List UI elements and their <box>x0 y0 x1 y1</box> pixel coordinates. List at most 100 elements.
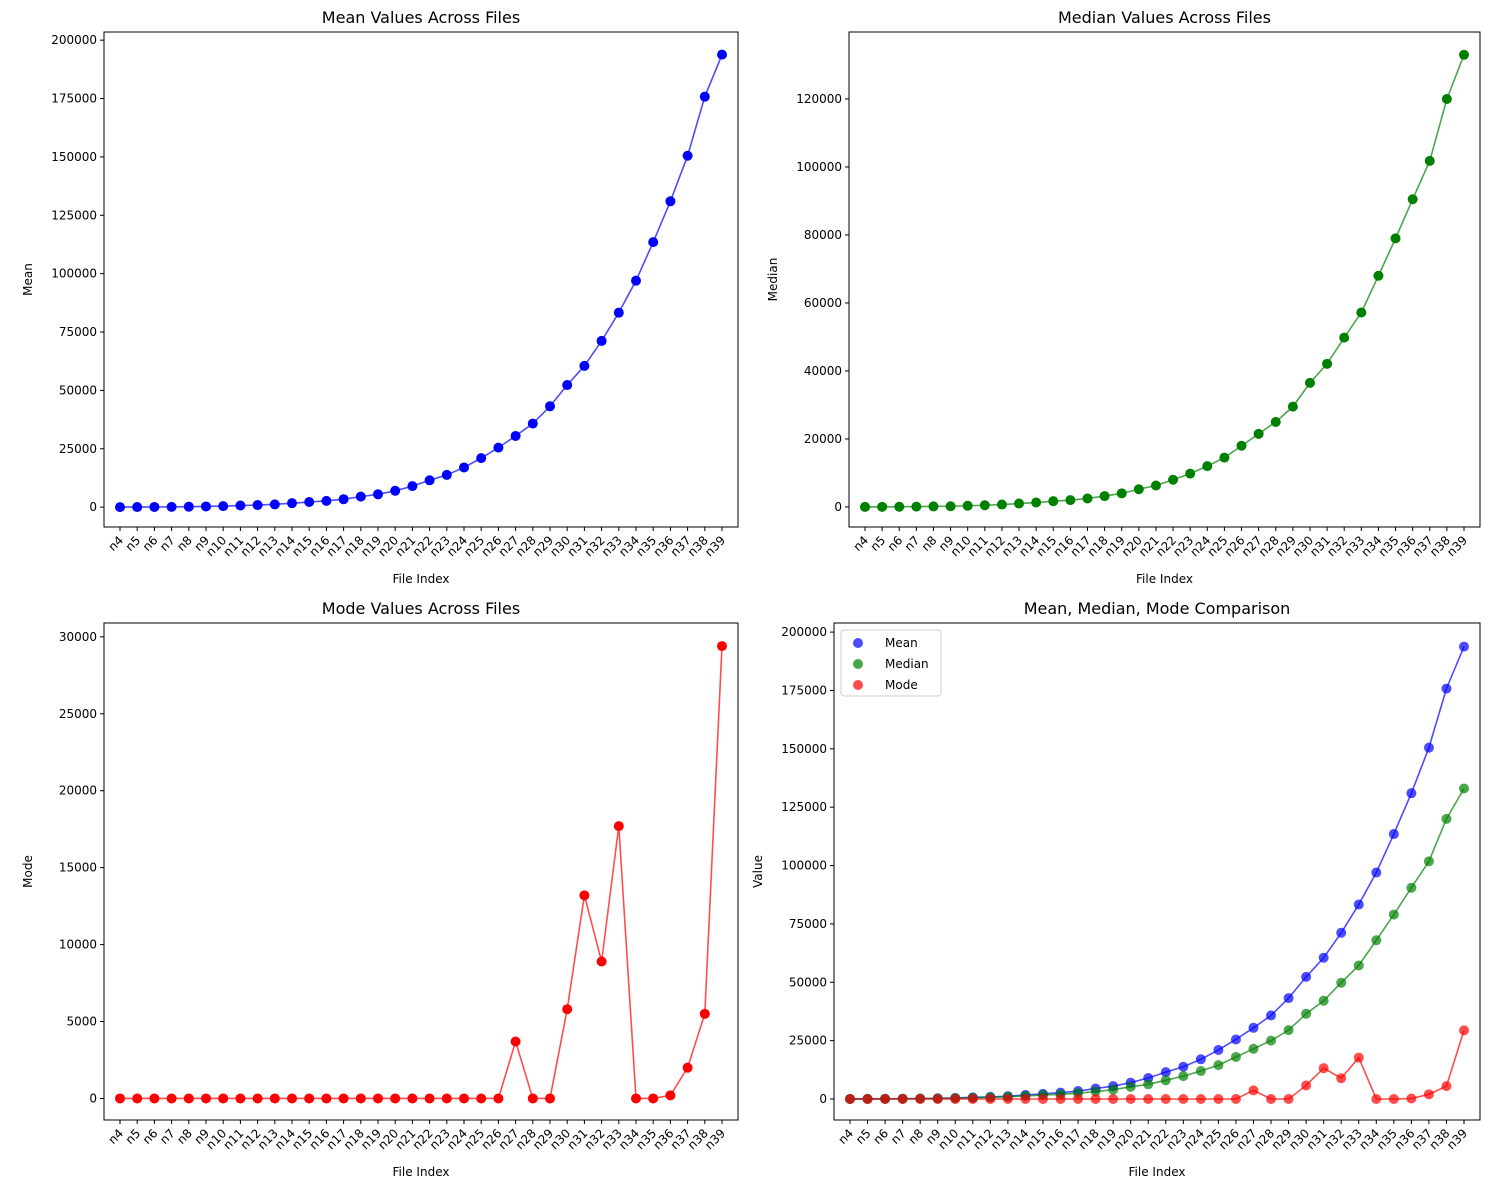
y-tick-label: 60000 <box>804 296 842 310</box>
data-point <box>1371 1093 1382 1104</box>
data-point <box>476 1093 487 1104</box>
data-point <box>1253 428 1264 439</box>
axes-frame <box>103 622 739 1121</box>
data-point <box>1143 1079 1154 1090</box>
x-tick-label: n39 <box>702 1126 728 1152</box>
data-point <box>1301 971 1312 982</box>
data-point <box>1371 867 1382 878</box>
data-point <box>631 1093 641 1104</box>
y-tick-label: 100000 <box>796 160 842 174</box>
data-point <box>459 462 469 473</box>
data-point <box>1168 474 1179 485</box>
data-point <box>1301 1080 1312 1091</box>
y-tick-label: 80000 <box>804 228 842 242</box>
data-point <box>269 499 280 510</box>
data-point <box>1301 1008 1312 1019</box>
y-tick-label: 175000 <box>781 683 827 697</box>
data-point <box>115 502 125 513</box>
y-tick-label: 0 <box>89 500 97 514</box>
data-point <box>1248 1085 1259 1096</box>
legend-label: Median <box>885 657 929 671</box>
y-axis-label: Median <box>766 258 780 302</box>
data-point <box>1407 194 1418 205</box>
data-point <box>166 501 177 512</box>
data-point <box>1423 742 1434 753</box>
data-point <box>1287 401 1298 412</box>
data-point <box>967 1093 978 1104</box>
data-point <box>1160 1067 1171 1078</box>
data-point <box>579 890 590 901</box>
data-line <box>864 54 1465 508</box>
data-point <box>1160 1075 1171 1086</box>
data-point <box>613 821 624 832</box>
axes-frame <box>103 31 739 528</box>
data-point <box>596 335 607 346</box>
data-point <box>1266 1035 1277 1046</box>
y-tick-label: 0 <box>834 500 842 514</box>
data-point <box>1270 416 1281 427</box>
data-point <box>527 1093 538 1104</box>
data-point <box>1020 1093 1031 1104</box>
data-point <box>1266 1093 1277 1104</box>
data-point <box>1031 497 1042 508</box>
data-point <box>897 1093 908 1104</box>
data-point <box>950 1093 961 1104</box>
data-point <box>218 501 229 512</box>
data-point <box>1178 1093 1189 1104</box>
data-point <box>1160 1093 1171 1104</box>
data-point <box>1406 882 1417 893</box>
data-point <box>132 502 143 513</box>
data-point <box>235 500 246 511</box>
data-point <box>1248 1022 1259 1033</box>
chart-title: Mode Values Across Files <box>322 599 520 618</box>
data-point <box>1283 993 1294 1004</box>
data-point <box>699 91 710 102</box>
data-point <box>1178 1061 1189 1072</box>
data-point <box>269 1093 280 1104</box>
y-tick-label: 75000 <box>789 917 827 931</box>
y-tick-label: 20000 <box>59 784 97 798</box>
data-point <box>1304 377 1315 388</box>
data-point <box>183 501 194 512</box>
y-tick-label: 50000 <box>59 383 97 397</box>
y-tick-label: 10000 <box>59 938 97 952</box>
data-point <box>962 500 973 511</box>
data-point <box>1143 1093 1154 1104</box>
data-point <box>149 501 160 512</box>
data-point <box>1090 1093 1101 1104</box>
data-point <box>1388 1093 1399 1104</box>
data-point <box>1014 498 1025 509</box>
data-point <box>1423 1089 1434 1100</box>
data-point <box>1371 935 1382 946</box>
data-point <box>1459 641 1469 652</box>
axes-frame <box>833 622 1481 1121</box>
data-point <box>441 1093 452 1104</box>
data-point <box>945 501 956 512</box>
data-point <box>648 1093 659 1104</box>
y-tick-label: 120000 <box>796 92 842 106</box>
data-point <box>1099 491 1110 502</box>
data-point <box>562 380 573 391</box>
data-point <box>1002 1093 1013 1104</box>
data-point <box>1336 977 1347 988</box>
y-tick-label: 40000 <box>804 364 842 378</box>
data-point <box>287 498 297 509</box>
data-point <box>1195 1054 1206 1065</box>
data-point <box>1230 1093 1241 1104</box>
data-line <box>849 788 1465 1100</box>
data-point <box>1388 829 1399 840</box>
data-point <box>717 641 727 652</box>
data-point <box>183 1093 194 1104</box>
data-point <box>1353 1052 1364 1063</box>
data-point <box>860 501 870 512</box>
data-point <box>1202 461 1213 472</box>
data-point <box>996 499 1007 510</box>
data-point <box>373 489 383 500</box>
data-point <box>1055 1093 1066 1104</box>
y-tick-label: 175000 <box>51 92 97 106</box>
data-point <box>545 1093 555 1104</box>
data-point <box>1318 1063 1329 1074</box>
data-point <box>441 469 452 480</box>
data-point <box>596 956 607 967</box>
data-point <box>304 497 315 508</box>
